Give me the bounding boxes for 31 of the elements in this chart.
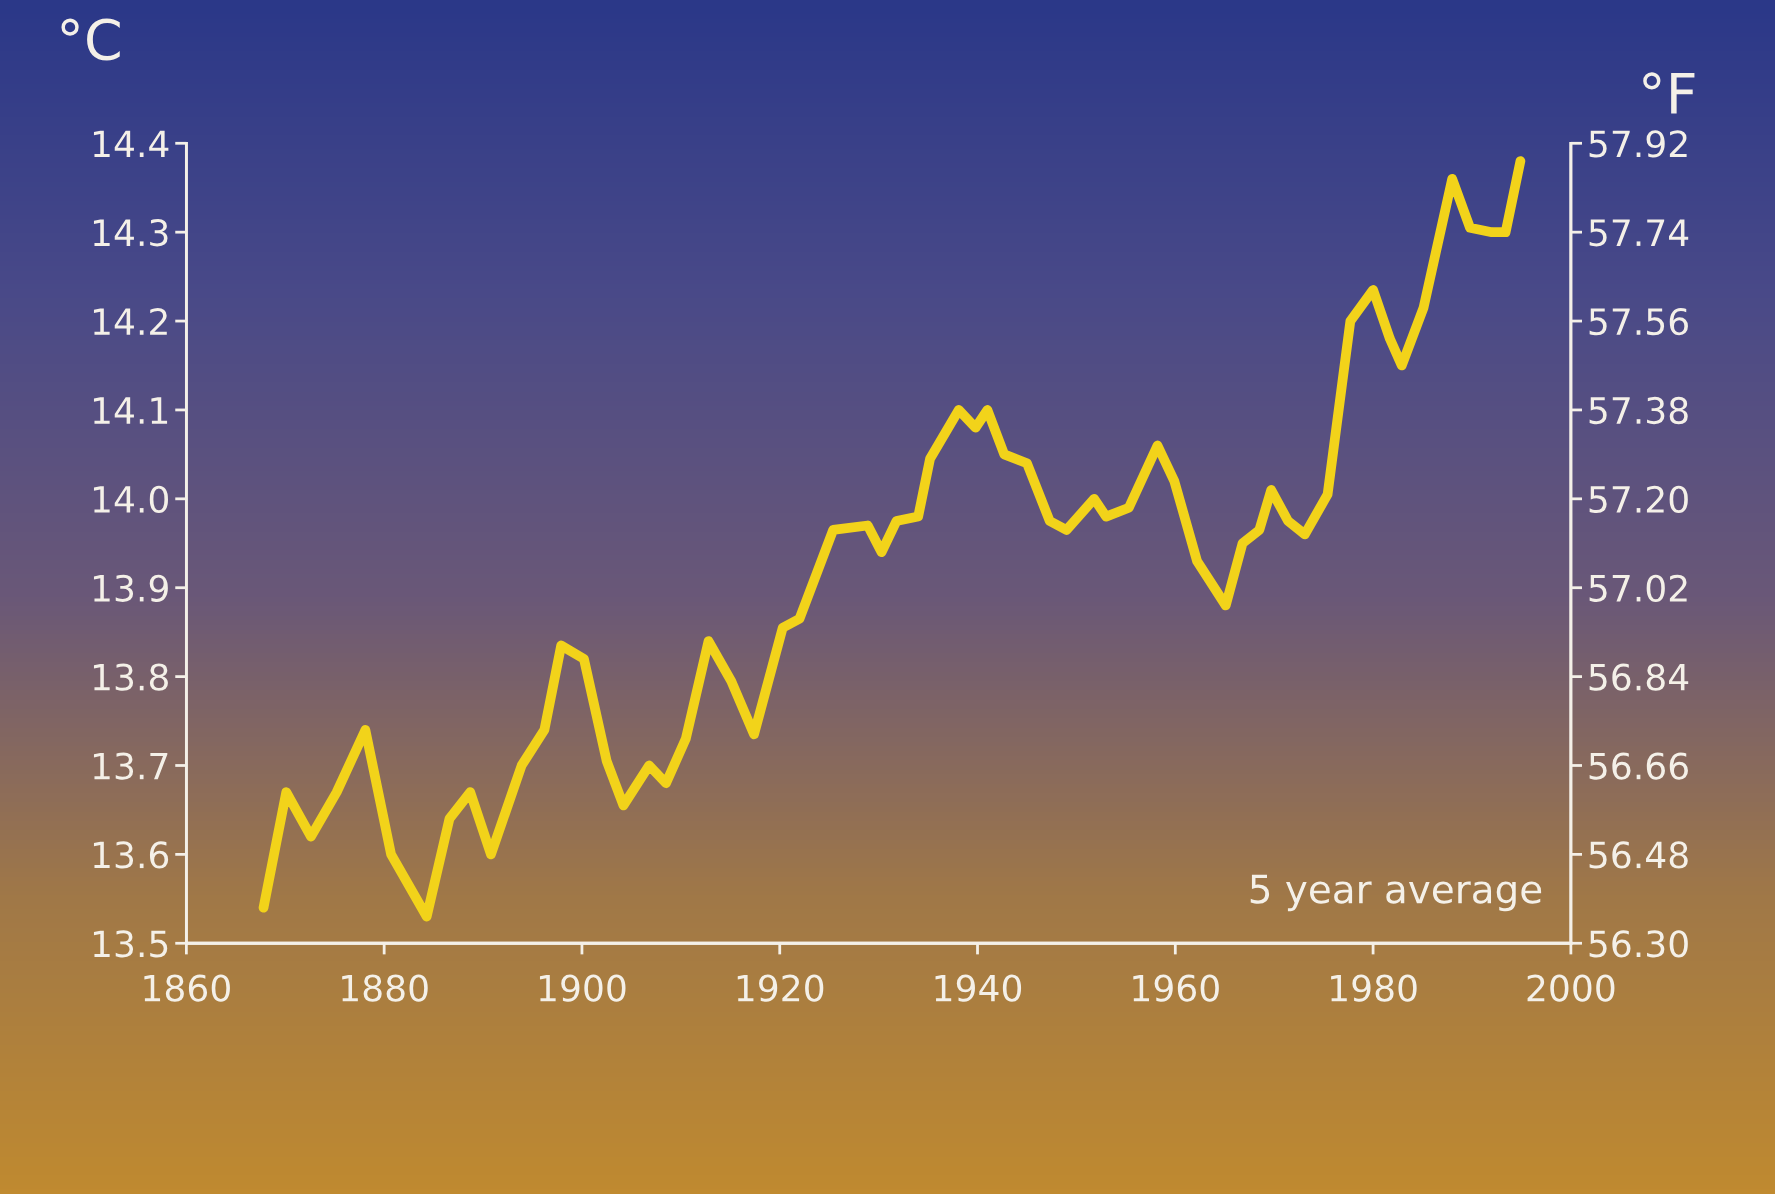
y2-tick-label: 57.02 <box>1589 574 1687 602</box>
x-tick-label: 1960 <box>1133 974 1219 1002</box>
y-tick-label: 13.6 <box>93 841 169 869</box>
x-tick-label: 1860 <box>144 974 230 1002</box>
y2-tick-label: 56.66 <box>1589 752 1688 780</box>
y-tick-label: 14.2 <box>93 307 167 335</box>
y-tick-label: 14.4 <box>93 130 169 157</box>
y-tick-label: 13.9 <box>93 574 168 602</box>
y2-tick-label: 56.84 <box>1589 663 1689 691</box>
y2-axis-title: °F <box>1643 72 1695 114</box>
x-tick-label: 1880 <box>342 974 428 1002</box>
x-tick-label: 1980 <box>1331 974 1417 1002</box>
y2-tick-label: 56.30 <box>1589 930 1688 958</box>
y2-tick-label: 57.74 <box>1589 219 1689 247</box>
y-tick-label: 14.1 <box>93 397 168 424</box>
y2-tick-label: 56.48 <box>1589 841 1688 869</box>
y-tick-label: 14.3 <box>93 219 168 247</box>
y2-tick-label: 57.38 <box>1589 396 1688 425</box>
y-tick-label: 13.8 <box>93 663 168 691</box>
y2-tick-label: 57.92 <box>1589 130 1687 158</box>
y-tick-label: 13.7 <box>93 752 168 780</box>
y-tick-label: 14.0 <box>93 485 169 514</box>
x-tick-label: 1920 <box>737 974 824 1002</box>
y-axis-title: °C <box>61 18 120 61</box>
annotation: 5 year average <box>1250 874 1542 912</box>
y-tick-label: 13.5 <box>93 930 168 958</box>
x-tick-label: 2000 <box>1527 974 1615 1002</box>
y2-tick-label: 57.56 <box>1589 307 1688 336</box>
x-tick-label: 1940 <box>935 974 1022 1002</box>
x-tick-label: 1900 <box>539 974 626 1002</box>
y2-tick-label: 57.20 <box>1589 485 1688 514</box>
